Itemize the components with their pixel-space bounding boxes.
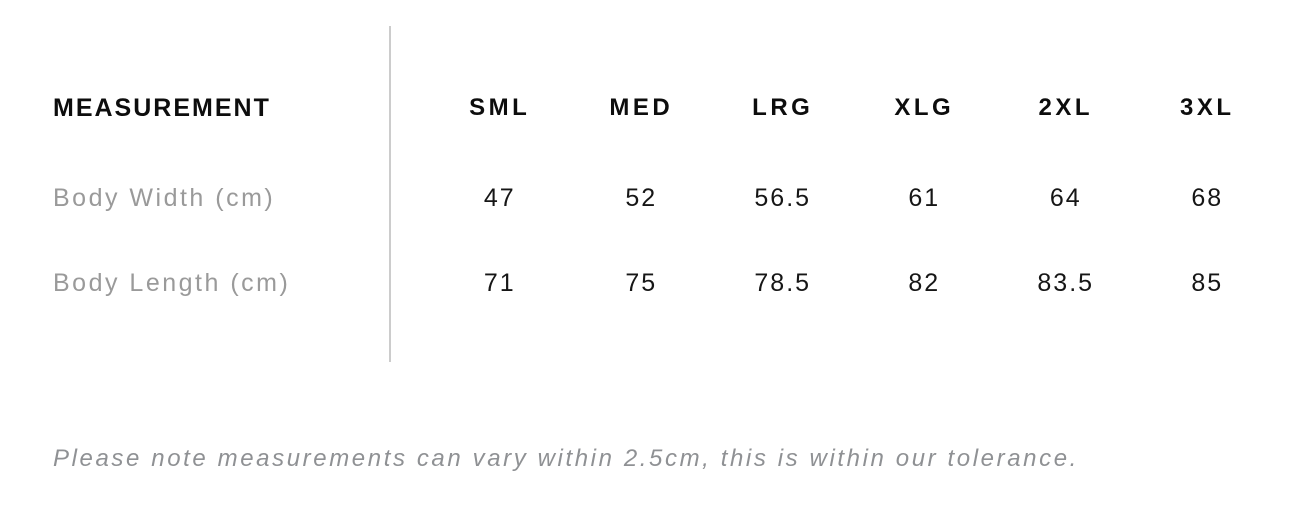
value-cell: 83.5: [1037, 268, 1095, 297]
value-cell: 82: [908, 268, 941, 297]
header-row: MEASUREMENT SML MED LRG XLG 2XL 3XL: [53, 66, 1278, 150]
value-cell: 64: [1049, 183, 1082, 212]
row-label-body-length: Body Length (cm): [53, 268, 291, 297]
size-column-header-2xl: 2XL: [1038, 94, 1093, 121]
row-label-body-width: Body Width (cm): [53, 183, 276, 212]
value-cell: 68: [1191, 183, 1224, 212]
column-divider: [389, 26, 391, 362]
tolerance-note: Please note measurements can vary within…: [53, 445, 1079, 472]
value-cell: 75: [625, 268, 658, 297]
size-column-header-sml: SML: [469, 94, 531, 121]
value-cell: 47: [483, 183, 516, 212]
size-column-header-lrg: LRG: [752, 94, 814, 121]
value-cell: 71: [483, 268, 516, 297]
size-column-header-xlg: XLG: [894, 94, 955, 121]
value-cell: 85: [1191, 268, 1224, 297]
measurement-column-header: MEASUREMENT: [53, 93, 271, 122]
value-cell: 61: [908, 183, 941, 212]
value-cell: 56.5: [754, 183, 812, 212]
size-chart-table: MEASUREMENT SML MED LRG XLG 2XL 3XL Body…: [53, 66, 1278, 320]
value-cell: 78.5: [754, 268, 812, 297]
size-column-header-3xl: 3XL: [1179, 94, 1235, 121]
size-column-header-med: MED: [609, 94, 674, 121]
table-row-body-length: Body Length (cm) 71 75 78.5 82 83.5 85: [53, 246, 1278, 320]
table-row-body-width: Body Width (cm) 47 52 56.5 61 64 68: [53, 150, 1278, 246]
value-cell: 52: [625, 183, 658, 212]
